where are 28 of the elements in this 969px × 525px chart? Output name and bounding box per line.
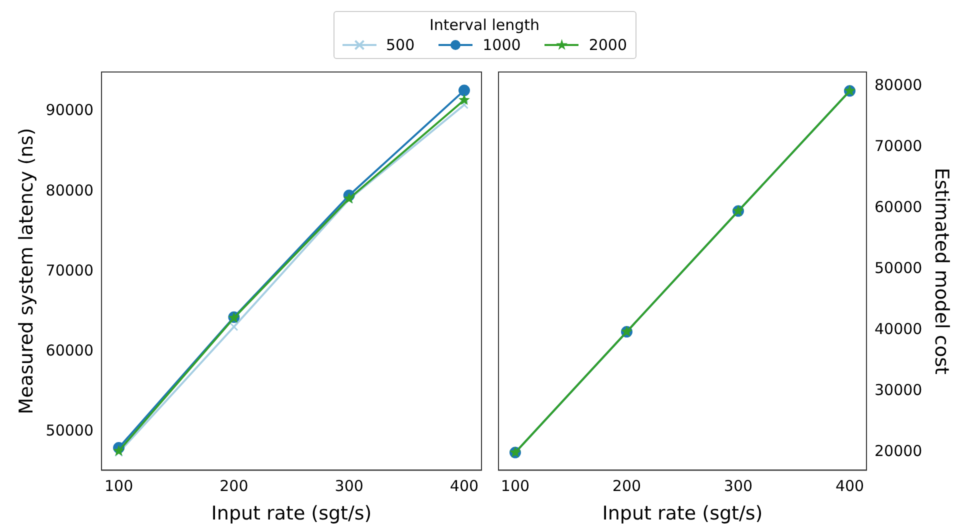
x-tick-label: 400 (450, 477, 479, 496)
legend-title: Interval length (428, 16, 540, 34)
y-axis-title: Measured system latency (ns) (15, 128, 38, 414)
legend-label: 1000 (482, 36, 521, 54)
y2-tick-label: 80000 (874, 76, 922, 94)
y-tick-label: 60000 (46, 342, 94, 360)
x-tick-label: 300 (334, 477, 364, 496)
y-tick-label: 80000 (46, 181, 94, 200)
x-tick-label: 100 (104, 477, 134, 496)
legend-label: 2000 (588, 36, 628, 54)
y-tick-label: 70000 (46, 261, 94, 280)
y-tick-label: 50000 (46, 422, 94, 440)
y2-tick-label: 40000 (874, 320, 922, 338)
x-tick-label: 300 (724, 477, 753, 496)
y2-tick-label: 50000 (874, 258, 922, 277)
y2-tick-label: 70000 (874, 136, 922, 155)
x-tick-label: 400 (835, 477, 864, 496)
x-tick-label: 200 (220, 477, 248, 496)
legend-label: 500 (386, 36, 415, 54)
x-tick-label: 100 (500, 477, 530, 496)
y-tick-label: 90000 (46, 101, 94, 120)
y2-tick-label: 20000 (874, 442, 922, 460)
y2-tick-label: 30000 (874, 380, 922, 399)
x-tick-label: 200 (612, 477, 642, 496)
y2-tick-label: 60000 (874, 198, 922, 216)
y2-axis-title: Estimated model cost (930, 168, 953, 374)
x-axis-title: Input rate (sgt/s) (602, 502, 763, 525)
x-axis-title: Input rate (sgt/s) (211, 502, 372, 525)
